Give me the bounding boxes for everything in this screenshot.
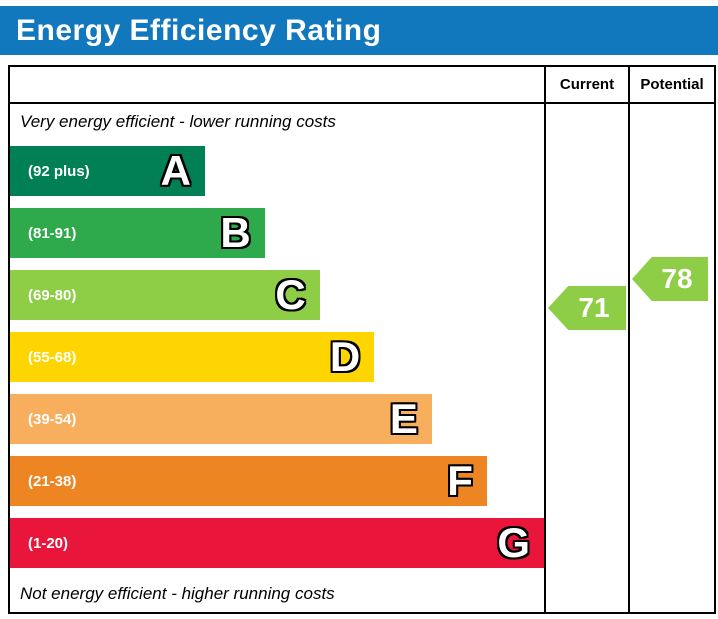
band-letter: C <box>275 271 306 318</box>
band-bar-c: (69-80) C <box>10 270 320 320</box>
bottom-note: Not energy efficient - higher running co… <box>20 584 335 603</box>
band-range-label: (21-38) <box>28 472 77 490</box>
band-letter: A <box>160 147 191 194</box>
band-row-e: (39-54) E <box>10 388 544 450</box>
band-letter: E <box>389 395 418 442</box>
band-range-label: (69-80) <box>28 286 77 304</box>
table-body-row: Very energy efficient - lower running co… <box>10 104 714 612</box>
bands-container: (92 plus) A (81-91) B (69-80) C <box>10 140 544 576</box>
potential-column: 78 <box>628 104 714 612</box>
band-bar-f: (21-38) F <box>10 456 487 506</box>
chart-column-header <box>10 67 544 102</box>
band-bar-g: (1-20) G <box>10 518 544 568</box>
top-note: Very energy efficient - lower running co… <box>20 112 336 131</box>
band-row-b: (81-91) B <box>10 202 544 264</box>
band-letter: B <box>220 209 251 256</box>
band-row-a: (92 plus) A <box>10 140 544 202</box>
potential-column-header: Potential <box>640 76 704 93</box>
current-column-header-cell: Current <box>544 67 628 102</box>
band-bar-a: (92 plus) A <box>10 146 205 196</box>
page-title: Energy Efficiency Rating <box>16 13 382 47</box>
current-column-header: Current <box>559 76 615 93</box>
potential-rating-arrow: 78 <box>632 257 708 301</box>
bands-column: Very energy efficient - lower running co… <box>10 104 544 612</box>
rating-table: Current Potential Very energy efficient … <box>8 65 716 614</box>
potential-rating-value: 78 <box>661 263 693 294</box>
title-bar: Energy Efficiency Rating <box>0 6 718 55</box>
current-column: 71 <box>544 104 628 612</box>
band-row-d: (55-68) D <box>10 326 544 388</box>
band-bar-e: (39-54) E <box>10 394 432 444</box>
band-letter: D <box>329 333 361 380</box>
table-header-row: Current Potential <box>10 67 714 104</box>
band-row-g: (1-20) G <box>10 512 544 574</box>
current-rating-value: 71 <box>578 292 610 323</box>
band-range-label: (81-91) <box>28 224 77 242</box>
band-letter: F <box>447 457 473 504</box>
band-range-label: (55-68) <box>28 348 77 366</box>
band-letter: G <box>497 519 530 566</box>
band-bar-d: (55-68) D <box>10 332 375 382</box>
band-bar-b: (81-91) B <box>10 208 265 258</box>
band-range-label: (39-54) <box>28 410 77 428</box>
potential-column-header-cell: Potential <box>628 67 714 102</box>
band-row-c: (69-80) C <box>10 264 544 326</box>
current-rating-arrow: 71 <box>548 286 626 330</box>
band-range-label: (92 plus) <box>28 162 90 180</box>
band-range-label: (1-20) <box>28 534 69 552</box>
band-row-f: (21-38) F <box>10 450 544 512</box>
